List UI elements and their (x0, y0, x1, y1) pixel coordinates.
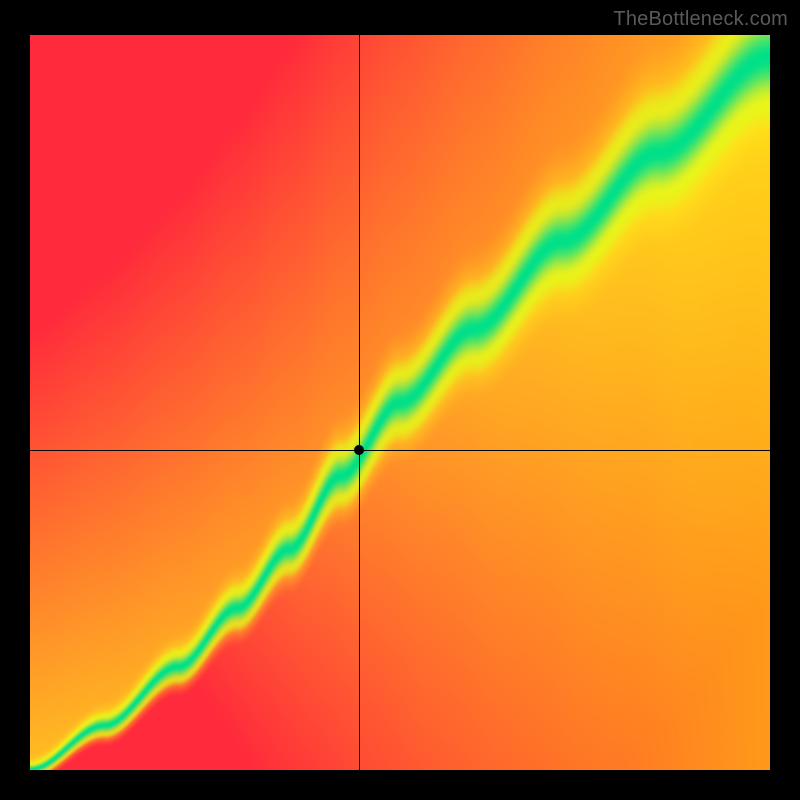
heatmap-canvas (30, 35, 770, 770)
crosshair-vertical (359, 35, 360, 770)
watermark-text: TheBottleneck.com (613, 8, 788, 31)
plot-area (30, 35, 770, 770)
crosshair-horizontal (30, 450, 770, 451)
bottleneck-marker (354, 445, 364, 455)
